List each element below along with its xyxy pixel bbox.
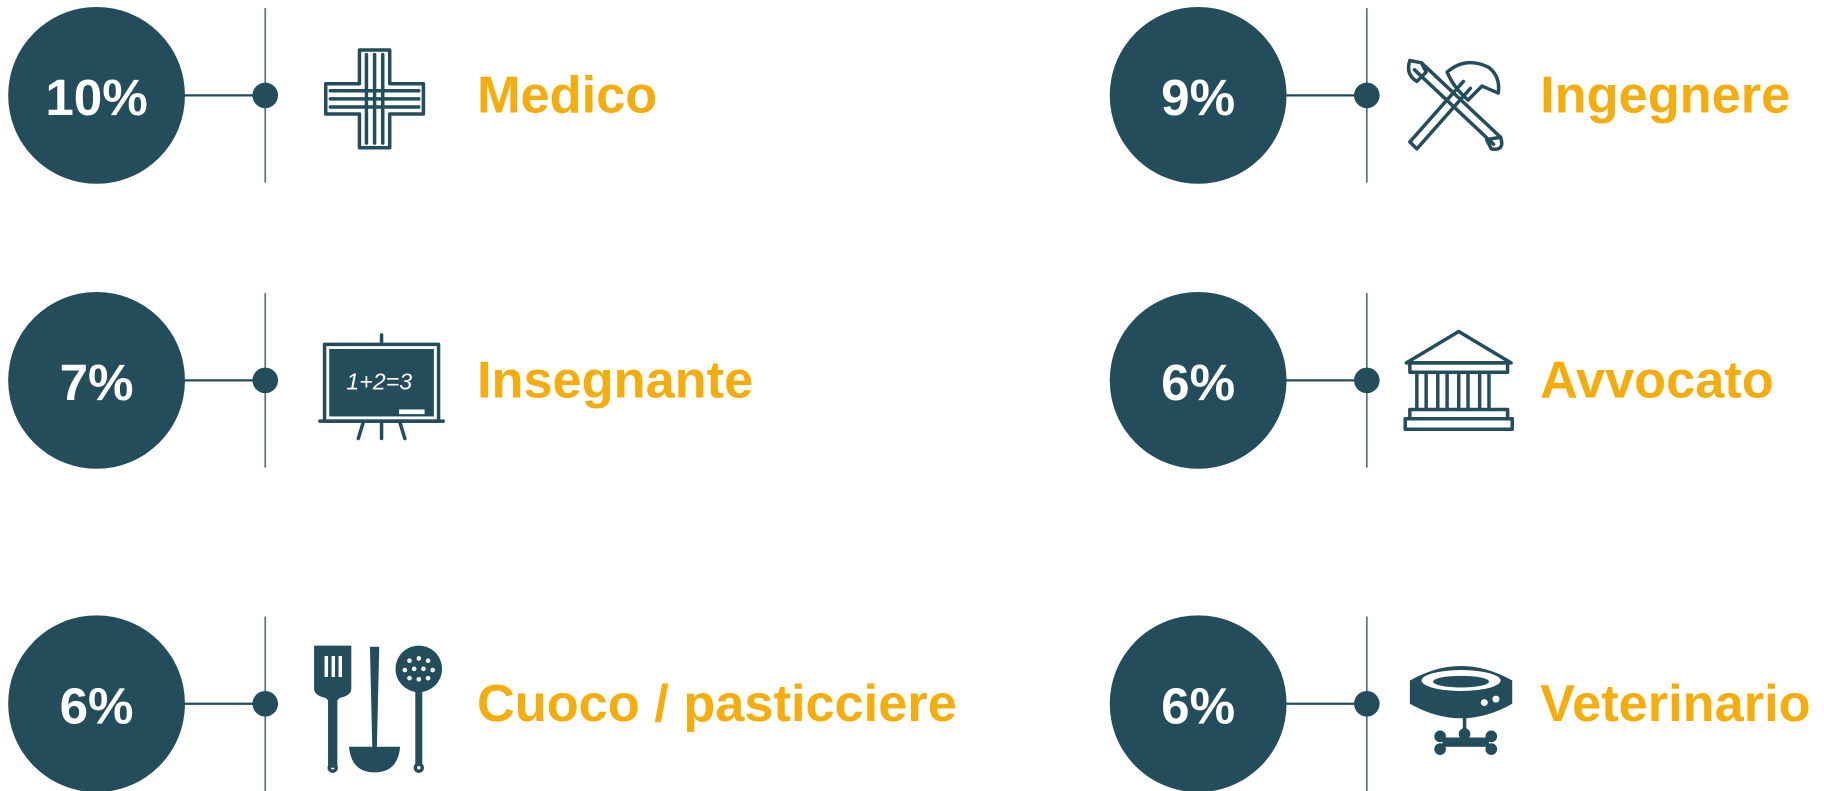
profession-label: Avvocato [1540,351,1774,409]
profession-label: Cuoco / pasticciere [477,675,957,733]
icon-kitchen-tools [314,645,443,773]
profession-label: Veterinario [1540,675,1810,733]
connector-dot [1354,690,1380,717]
connector-dot [252,82,279,109]
percent-circle [1109,615,1287,791]
icon-pet-collar [1409,665,1513,755]
profession-label: Medico [477,66,657,124]
connector-dot [1354,367,1380,394]
icon-courthouse [1403,329,1514,431]
connector-dot [1354,82,1380,109]
percent-value: 6% [60,678,134,735]
board-text: 1+2=3 [346,369,412,395]
percent-value: 7% [60,354,134,411]
icon-tools [1406,58,1504,151]
percent-value: 9% [1161,69,1235,126]
percent-value: 6% [1161,354,1235,411]
profession-label: Insegnante [477,351,753,409]
icon-blackboard: 1+2=3 [318,333,445,441]
connector-dot [252,690,279,717]
icon-medical-cross [323,48,426,150]
percent-circle [8,291,185,469]
percent-value: 10% [45,69,147,126]
percent-circle [1109,6,1287,184]
percent-circle [8,6,185,184]
percent-value: 6% [1161,678,1235,735]
percent-circle [1109,291,1287,469]
percent-circle [8,615,185,791]
profession-label: Ingegnere [1540,66,1790,124]
connector-dot [252,367,279,394]
